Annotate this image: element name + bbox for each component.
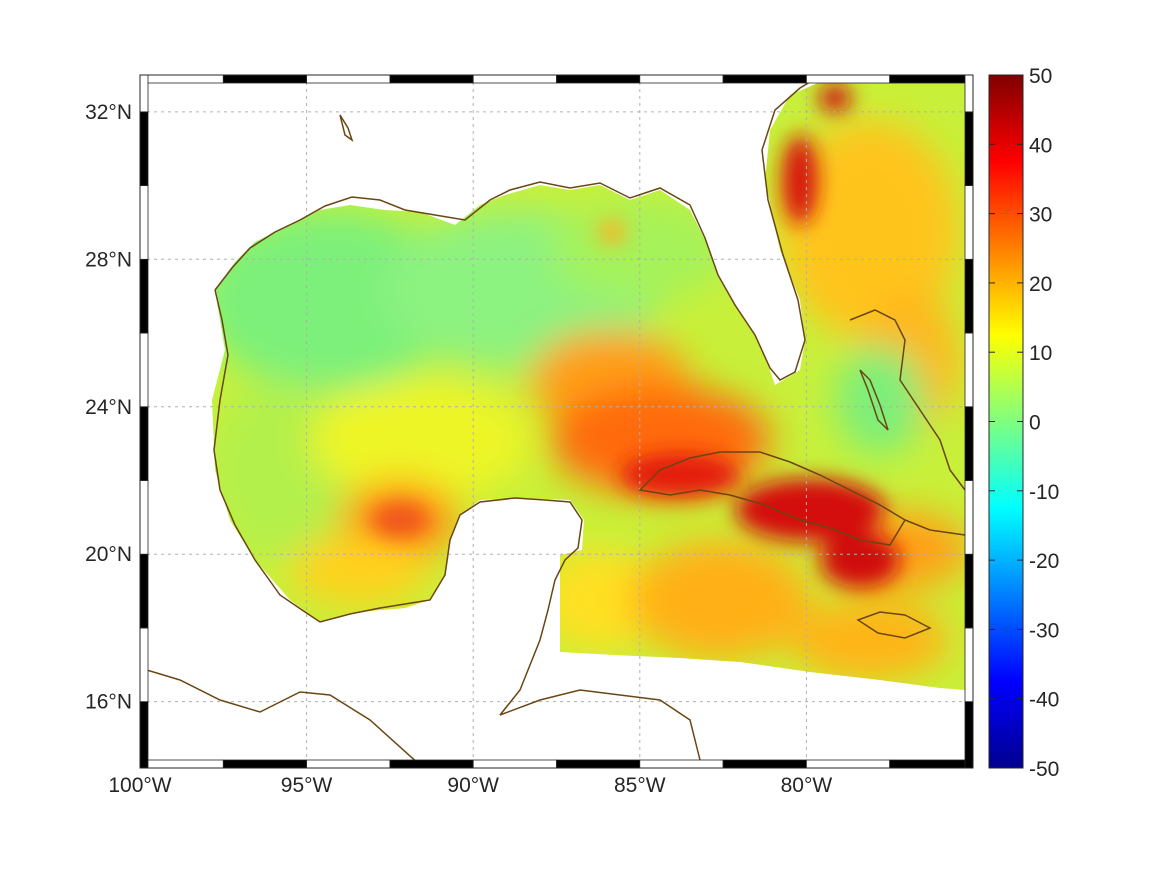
jamaica-coast: [856, 611, 932, 639]
frame-bottom-bar: [139, 759, 974, 769]
frame-seg-bottom-8: [806, 759, 891, 769]
cb-tick-label-3: 20: [1029, 273, 1052, 296]
frame-seg-left-9: [139, 74, 149, 113]
frame-seg-top-5: [556, 74, 641, 84]
frame-seg-right-8: [964, 111, 974, 186]
latitude-tick-labels: 16°N 20°N 24°N 28°N 32°N: [85, 101, 132, 714]
lat-tick-label-4: 32°N: [85, 101, 132, 124]
frame-seg-right-7: [964, 185, 974, 260]
cb-tick-label-0: 50: [1029, 65, 1052, 88]
honduras-coast: [499, 689, 701, 761]
lon-tick-label-4: 80°W: [781, 774, 833, 797]
hispaniola-coast: [904, 519, 966, 536]
longitude-tick-labels: 100°W 95°W 90°W 85°W 80°W: [108, 774, 832, 797]
frame-seg-bottom-4: [472, 759, 557, 769]
field-blobs: [212, 120, 965, 680]
coastlines: [140, 75, 966, 766]
colorbar: 50 40 30 20 10 0 -10 -20 -30 -40 -50: [988, 65, 1059, 781]
cb-tick-label-2: 30: [1029, 204, 1052, 227]
cb-tick-label-7: -20: [1029, 550, 1059, 573]
sea-field-layer: [212, 82, 965, 690]
frame-seg-right-4: [964, 406, 974, 481]
cb-tick-label-4: 10: [1029, 342, 1052, 365]
frame-seg-top-4: [472, 74, 557, 84]
frame-right-bar: [964, 74, 974, 769]
lat-tick-label-0: 16°N: [85, 691, 132, 714]
bahamas-coast: [849, 309, 966, 491]
frame-seg-right-3: [964, 480, 974, 555]
cb-tick-label-9: -40: [1029, 689, 1059, 712]
frame-seg-top-8: [806, 74, 891, 84]
frame-seg-bottom-7: [722, 759, 807, 769]
frame-seg-right-0: [964, 701, 974, 769]
frame-seg-left-5: [139, 332, 149, 408]
frame-left-bar: [139, 74, 149, 769]
frame-seg-right-1: [964, 627, 974, 703]
central-america-coast: [140, 667, 421, 766]
lat-tick-label-3: 28°N: [85, 248, 132, 271]
mexico-coast: [213, 289, 583, 716]
lat-tick-label-1: 20°N: [85, 543, 132, 566]
lon-tick-label-0: 100°W: [108, 774, 171, 797]
field-hotspots: [370, 84, 900, 588]
frame-seg-left-6: [139, 258, 149, 334]
frame-seg-left-4: [139, 406, 149, 481]
lon-tick-label-2: 90°W: [447, 774, 499, 797]
lat-tick-label-2: 24°N: [85, 396, 132, 419]
frame-seg-bottom-2: [306, 759, 391, 769]
frame-seg-left-3: [139, 480, 149, 555]
gridlines: [140, 75, 973, 768]
frame-seg-bottom-6: [639, 759, 724, 769]
lon-tick-label-1: 95°W: [281, 774, 333, 797]
gulf-coast-us: [214, 75, 821, 381]
frame-seg-bottom-5: [556, 759, 641, 769]
frame-seg-left-2: [139, 553, 149, 629]
frame-seg-right-6: [964, 258, 974, 334]
frame-seg-bottom-9: [889, 759, 974, 769]
cb-tick-label-5: 0: [1029, 412, 1041, 435]
map-frame: [139, 74, 974, 769]
frame-seg-right-2: [964, 553, 974, 629]
frame-seg-left-0: [139, 701, 149, 769]
frame-seg-top-0: [139, 74, 224, 84]
frame-seg-bottom-3: [389, 759, 474, 769]
frame-seg-top-6: [639, 74, 724, 84]
frame-seg-bottom-1: [222, 759, 308, 769]
bahamas-island: [859, 369, 889, 431]
frame-seg-top-3: [389, 74, 474, 84]
frame-seg-top-9: [889, 74, 974, 84]
frame-seg-left-7: [139, 185, 149, 260]
frame-seg-top-7: [722, 74, 807, 84]
cb-tick-label-10: -50: [1029, 758, 1059, 781]
frame-seg-right-9: [964, 74, 974, 113]
frame-seg-right-5: [964, 332, 974, 408]
map-plot-area: [140, 75, 973, 768]
lon-tick-label-3: 85°W: [614, 774, 666, 797]
cb-tick-label-8: -30: [1029, 619, 1059, 642]
cb-tick-label-6: -10: [1029, 481, 1059, 504]
frame-seg-left-8: [139, 111, 149, 186]
frame-seg-bottom-0: [139, 759, 224, 769]
frame-top-bar: [139, 74, 974, 84]
northern-islet: [339, 114, 354, 142]
cb-tick-label-1: 40: [1029, 134, 1052, 157]
frame-seg-top-2: [306, 74, 391, 84]
frame-outline: [139, 74, 974, 769]
colorbar-ticks: 50 40 30 20 10 0 -10 -20 -30 -40 -50: [989, 65, 1059, 781]
frame-seg-top-1: [222, 74, 308, 84]
frame-seg-left-1: [139, 627, 149, 703]
